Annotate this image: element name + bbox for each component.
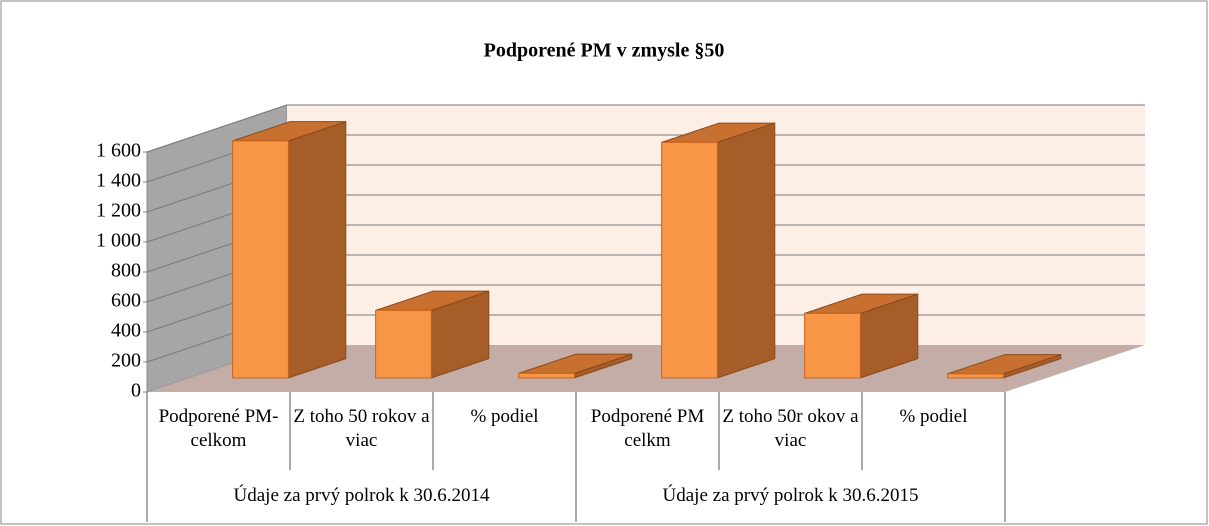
bar-front — [518, 372, 575, 379]
x-tick-label: Podporené PM- celkom — [158, 406, 279, 451]
bar — [518, 353, 633, 379]
bar — [661, 122, 776, 379]
x-tick-label: Z toho 50 rokov a viac — [293, 406, 430, 451]
x-tick-label: Z toho 50r okov a viac — [722, 406, 859, 451]
grid-line — [146, 104, 288, 153]
bar-side — [287, 120, 347, 379]
y-tick-label: 1 400 — [96, 170, 141, 192]
x-tick-label: Podporené PM celkm — [590, 406, 705, 451]
bar — [804, 293, 919, 379]
bar — [232, 120, 347, 379]
y-tick-label: 800 — [111, 260, 141, 282]
y-tick-label: 1 600 — [96, 140, 141, 162]
y-tick-label: 0 — [131, 380, 141, 402]
bar-front — [375, 309, 432, 379]
bar-front — [804, 312, 861, 379]
group-label: Údaje za prvý polrok k 30.6.2015 — [662, 485, 919, 506]
bar-front — [661, 141, 718, 379]
x-tick-label: % podiel — [470, 406, 539, 427]
y-tick-label: 1 000 — [96, 230, 141, 252]
y-tick-label: 200 — [111, 350, 141, 372]
x-tick-label: % podiel — [899, 406, 968, 427]
bar-front — [947, 373, 1004, 379]
bar — [375, 290, 490, 379]
bar — [947, 353, 1062, 379]
bar-side — [716, 122, 776, 379]
group-label: Údaje za prvý polrok k 30.6.2014 — [233, 485, 490, 506]
y-tick-label: 400 — [111, 320, 141, 342]
y-tick-label: 600 — [111, 290, 141, 312]
bar-front — [232, 140, 289, 379]
chart-title: Podporené PM v zmysle §50 — [484, 40, 725, 62]
y-tick-label: 1 200 — [96, 200, 141, 222]
